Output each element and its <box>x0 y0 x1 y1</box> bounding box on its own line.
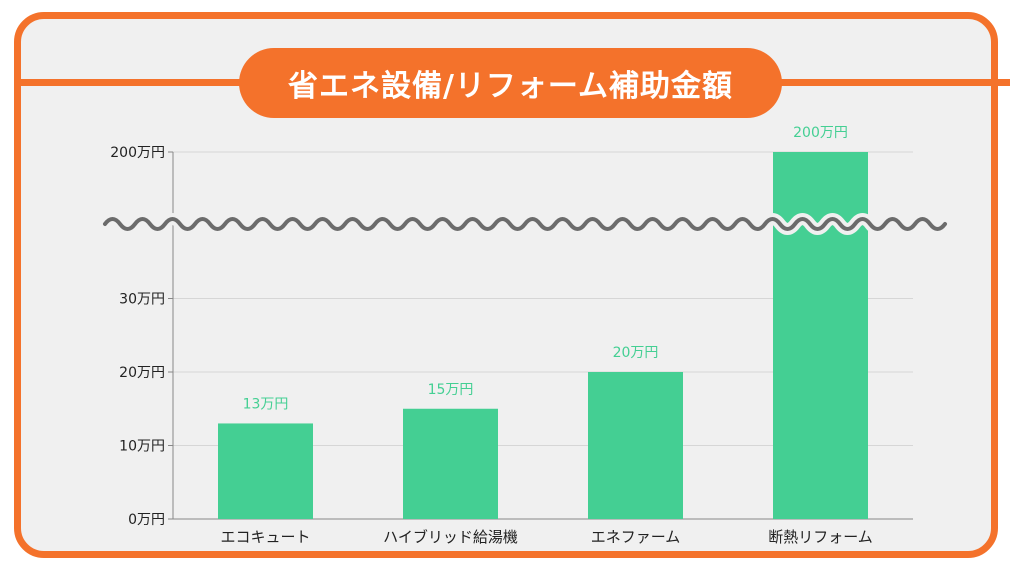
data-label: 13万円 <box>243 396 289 412</box>
axis-break-line <box>103 217 947 231</box>
bar <box>218 423 313 519</box>
data-labels: 13万円 15万円 20万円 200万円 <box>243 125 848 412</box>
category-label: エネファーム <box>591 528 681 546</box>
category-label: 断熱リフォーム <box>768 528 873 546</box>
y-tick-label: 10万円 <box>119 439 165 455</box>
category-label: ハイブリッド給湯機 <box>383 528 518 546</box>
y-tick-label: 30万円 <box>119 292 165 308</box>
y-tick-labels: 0万円 10万円 20万円 30万円 200万円 <box>110 145 165 528</box>
bar <box>773 152 868 519</box>
y-tick-label: 20万円 <box>119 365 165 381</box>
chart-title: 省エネ設備/リフォーム補助金額 <box>239 48 782 118</box>
x-category-labels: エコキュート ハイブリッド給湯機 エネファーム 断熱リフォーム <box>220 528 872 546</box>
y-tick-label: 200万円 <box>110 145 165 161</box>
data-label: 200万円 <box>793 125 848 141</box>
data-label: 20万円 <box>613 345 659 361</box>
bars <box>218 152 868 519</box>
y-tick-label: 0万円 <box>128 512 165 528</box>
bar <box>588 372 683 519</box>
bar <box>403 408 498 519</box>
data-label: 15万円 <box>428 382 474 398</box>
category-label: エコキュート <box>220 528 310 546</box>
axis-break <box>100 213 950 235</box>
